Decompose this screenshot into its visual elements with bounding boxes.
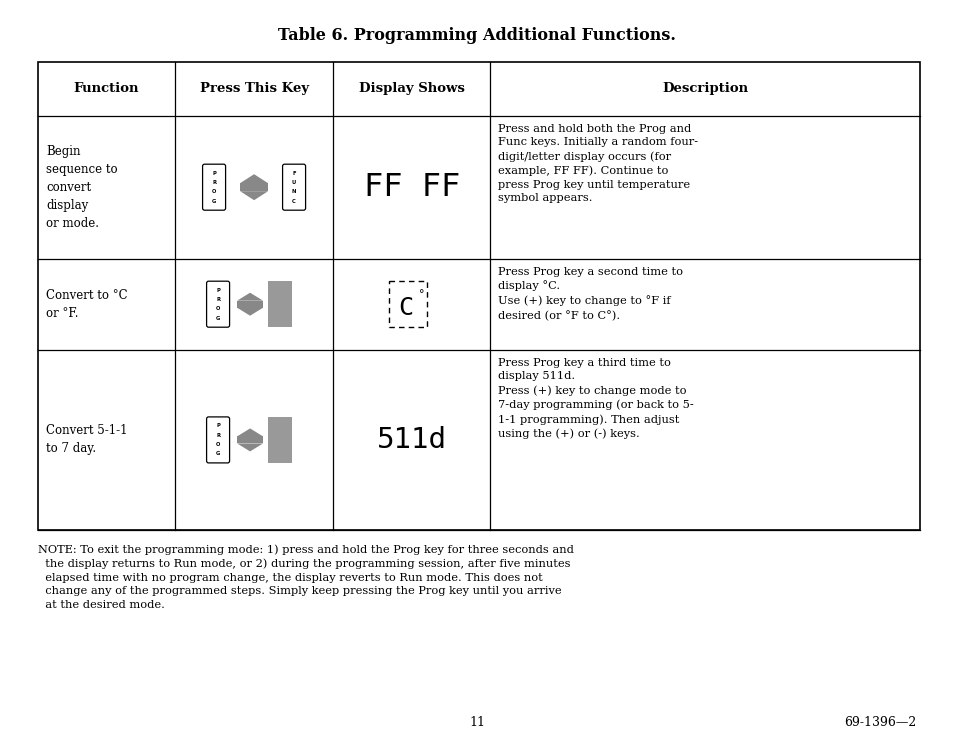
Polygon shape <box>240 191 268 201</box>
Text: G: G <box>212 199 216 204</box>
Text: P: P <box>216 423 220 428</box>
FancyBboxPatch shape <box>282 164 305 210</box>
Bar <box>268 417 292 463</box>
Bar <box>237 437 263 443</box>
FancyBboxPatch shape <box>207 417 230 463</box>
Text: O: O <box>215 306 220 312</box>
Text: F: F <box>292 171 295 175</box>
Text: R: R <box>215 297 220 302</box>
Text: Begin
sequence to
convert
display
or mode.: Begin sequence to convert display or mod… <box>46 145 117 229</box>
Text: P: P <box>216 288 220 293</box>
Text: P: P <box>212 171 215 175</box>
Polygon shape <box>237 428 263 437</box>
Text: Press Prog key a third time to
display 511d.
Press (+) key to change mode to
7-d: Press Prog key a third time to display 5… <box>498 358 694 439</box>
Text: Convert to °C
or °F.: Convert to °C or °F. <box>46 289 128 320</box>
Text: U: U <box>292 180 295 185</box>
Text: Table 6. Programming Additional Functions.: Table 6. Programming Additional Function… <box>277 27 676 44</box>
Bar <box>38 62 919 530</box>
Text: Display Shows: Display Shows <box>358 82 464 95</box>
Bar <box>389 281 427 327</box>
Text: O: O <box>212 189 216 195</box>
Text: G: G <box>215 316 220 320</box>
Text: G: G <box>215 451 220 457</box>
Text: Press This Key: Press This Key <box>199 82 309 95</box>
Text: R: R <box>212 180 216 185</box>
Text: Press Prog key a second time to
display °C.
Use (+) key to change to °F if
desir: Press Prog key a second time to display … <box>498 266 682 321</box>
Polygon shape <box>237 308 263 316</box>
Text: N: N <box>292 189 296 195</box>
Text: FF FF: FF FF <box>363 172 459 203</box>
Text: NOTE: To exit the programming mode: 1) press and hold the Prog key for three sec: NOTE: To exit the programming mode: 1) p… <box>38 544 574 610</box>
Polygon shape <box>237 293 263 300</box>
Text: 69-1396—2: 69-1396—2 <box>842 716 915 728</box>
Text: Function: Function <box>73 82 139 95</box>
Text: R: R <box>215 433 220 438</box>
Bar <box>268 281 292 327</box>
Text: °: ° <box>418 289 424 299</box>
Text: C: C <box>398 296 413 320</box>
Polygon shape <box>237 443 263 451</box>
Text: Press and hold both the Prog and
Func keys. Initially a random four-
digit/lette: Press and hold both the Prog and Func ke… <box>498 124 698 204</box>
FancyBboxPatch shape <box>202 164 225 210</box>
Bar <box>240 184 268 191</box>
Text: O: O <box>215 442 220 447</box>
Text: 11: 11 <box>469 716 484 728</box>
Text: Convert 5-1-1
to 7 day.: Convert 5-1-1 to 7 day. <box>46 425 128 455</box>
Bar <box>237 300 263 308</box>
Text: C: C <box>292 199 295 204</box>
FancyBboxPatch shape <box>207 281 230 327</box>
Text: 511d: 511d <box>376 426 447 454</box>
Polygon shape <box>240 174 268 184</box>
Text: Description: Description <box>661 82 747 95</box>
